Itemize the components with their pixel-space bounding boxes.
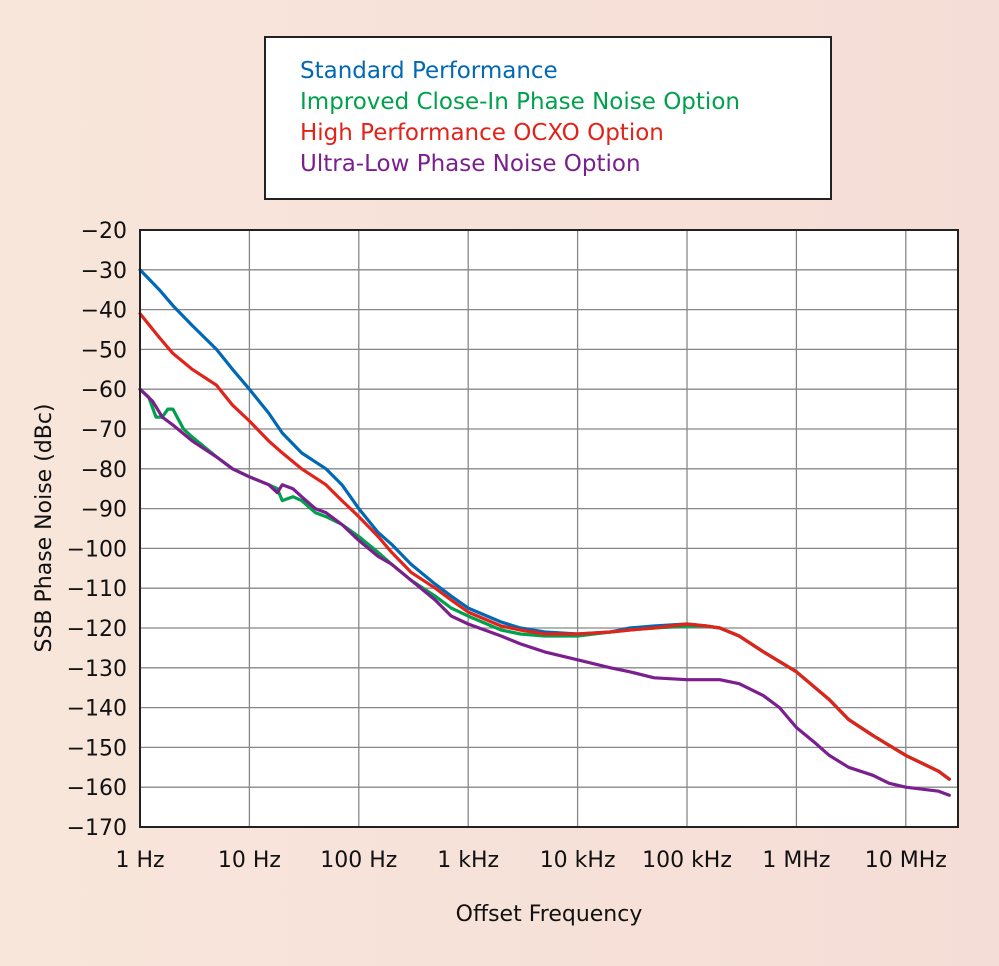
x-tick-label: 10 kHz	[540, 848, 616, 873]
y-axis-ticks: −20 −30 −40 −50 −60 −70 −80 −90 −100 −110 −120 −130…	[67, 219, 127, 841]
plot-frame	[139, 229, 959, 828]
y-tick-label: −150	[67, 736, 127, 761]
y-tick-label: −100	[67, 537, 127, 562]
y-tick-label: −40	[81, 299, 127, 324]
x-tick-label: 10 MHz	[865, 848, 947, 873]
y-tick-label: −110	[67, 577, 127, 602]
y-tick-label: −170	[67, 816, 127, 841]
x-tick-label: 10 Hz	[218, 848, 281, 873]
legend-entry-high-performance-ocxo: High Performance OCXO Option	[300, 120, 664, 146]
plot-area	[140, 230, 958, 827]
x-axis-label: Offset Frequency	[456, 902, 643, 927]
legend-entry-standard: Standard Performance	[300, 58, 558, 84]
legend-entry-improved-close-in: Improved Close-In Phase Noise Option	[300, 89, 740, 115]
x-axis-ticks: 1 Hz 10 Hz 100 Hz 1 kHz 10 kHz 100 kHz 1 MHz 10…	[115, 848, 946, 873]
x-tick-label: 1 Hz	[115, 848, 164, 873]
x-tick-label: 100 kHz	[642, 848, 732, 873]
y-tick-label: −130	[67, 657, 127, 682]
legend: Standard Performance Improved Close-In P…	[264, 36, 832, 200]
x-tick-label: 1 kHz	[437, 848, 499, 873]
y-tick-label: −140	[67, 697, 127, 722]
x-tick-label: 100 Hz	[320, 848, 397, 873]
series-line-3	[138, 387, 951, 797]
y-axis-label: SSB Phase Noise (dBc)	[32, 403, 57, 652]
y-tick-label: −90	[81, 498, 127, 523]
y-tick-label: −30	[81, 259, 127, 284]
y-tick-label: −160	[67, 776, 127, 801]
y-tick-label: −50	[81, 338, 127, 363]
x-tick-label: 1 MHz	[762, 848, 830, 873]
y-tick-label: −80	[81, 458, 127, 483]
y-tick-label: −70	[81, 418, 127, 443]
y-tick-label: −60	[81, 378, 127, 403]
series-line-2	[138, 312, 951, 781]
series-layer	[138, 268, 951, 797]
legend-entry-ultra-low-phase-noise: Ultra-Low Phase Noise Option	[300, 151, 641, 177]
y-tick-label: −120	[67, 617, 127, 642]
y-tick-label: −20	[81, 219, 127, 244]
